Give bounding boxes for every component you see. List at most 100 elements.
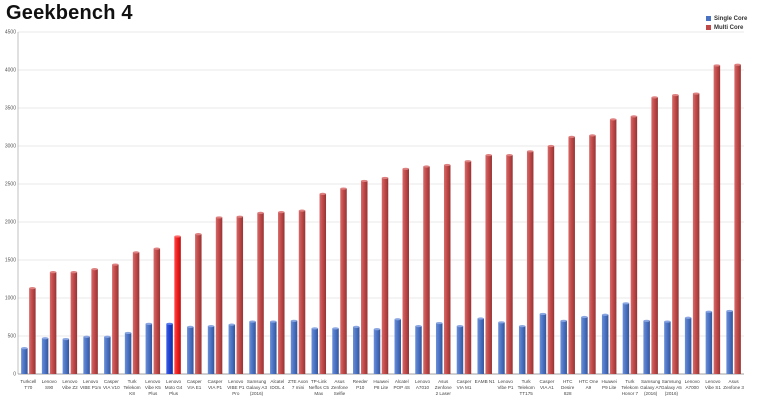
single-core-bar <box>373 329 381 374</box>
single-core-bar-cap <box>456 325 464 328</box>
single-core-bar-cap <box>228 323 236 326</box>
single-core-bar-cap <box>705 310 713 313</box>
single-core-bar <box>290 320 298 374</box>
y-tick-label: 1500 <box>5 258 16 264</box>
multi-core-bar-cap <box>195 233 202 236</box>
single-core-bar <box>726 310 733 374</box>
multi-core-bar <box>70 272 78 374</box>
multi-core-bar <box>381 177 389 374</box>
single-core-bar <box>664 321 671 374</box>
single-core-bar-cap <box>518 325 526 328</box>
single-core-bar <box>21 348 28 374</box>
x-tick-label: Turk Telekom TT175 <box>518 379 535 396</box>
multi-core-bar-cap <box>485 154 492 157</box>
multi-core-bar-cap <box>568 135 575 138</box>
multi-core-bar <box>257 212 264 374</box>
multi-core-bar-cap <box>506 154 513 157</box>
multi-core-bar-cap <box>91 268 98 271</box>
x-tick-label: HTC One A9 <box>579 379 599 390</box>
y-tick-label: 500 <box>8 334 17 340</box>
multi-core-bar <box>464 161 472 374</box>
single-core-bar <box>62 339 70 374</box>
legend-swatch-multi-core <box>706 25 711 30</box>
single-core-bar-cap <box>601 313 609 316</box>
x-tick-label: Casper VIA E1 <box>187 379 202 390</box>
x-tick-label: Huawei P9 Lite <box>602 379 617 390</box>
multi-core-bar-cap <box>70 271 78 274</box>
single-core-bar <box>581 317 588 374</box>
single-core-bar <box>41 338 49 374</box>
single-core-bar-cap <box>311 327 319 330</box>
multi-core-bar-cap <box>319 192 327 195</box>
x-tick-label: Casper VIA P1 <box>208 379 223 390</box>
multi-core-bar <box>236 216 244 374</box>
single-core-bar <box>518 326 526 374</box>
single-core-bar-cap <box>83 335 90 338</box>
multi-core-bar <box>49 272 57 374</box>
single-core-bar <box>104 336 111 374</box>
multi-core-bar-cap <box>29 287 36 290</box>
single-core-bar-cap <box>290 319 298 322</box>
single-core-bar <box>166 323 173 374</box>
x-tick-label: Lenovo Vibe Z2 <box>62 379 78 390</box>
single-core-bar-cap <box>684 316 692 319</box>
legend-item-single-core: Single Core <box>706 14 747 23</box>
multi-core-bar <box>568 136 575 374</box>
multi-core-bar <box>132 252 140 374</box>
x-tick-label: Turk Telekom Honor 7 <box>621 379 638 396</box>
single-core-bar-cap <box>581 315 588 319</box>
multi-core-bar <box>91 269 98 374</box>
multi-core-bar-cap <box>278 211 285 214</box>
multi-core-bar-cap <box>713 64 721 67</box>
single-core-bar <box>228 324 236 374</box>
single-core-bar <box>456 326 464 374</box>
multi-core-bar <box>361 180 368 374</box>
y-tick-label: 0 <box>13 372 16 378</box>
single-core-bar-cap <box>394 318 401 321</box>
single-core-bar-cap <box>353 325 360 328</box>
legend-item-multi-core: Multi Core <box>706 23 747 32</box>
single-core-bar-cap <box>21 347 28 350</box>
multi-core-bar <box>526 151 534 374</box>
multi-core-bar-cap <box>257 211 264 214</box>
single-core-bar-cap <box>435 321 443 325</box>
single-core-bar-cap <box>373 328 381 331</box>
multi-core-bar-cap <box>423 165 430 168</box>
single-core-bar-cap <box>477 317 484 320</box>
single-core-bar-cap <box>643 319 650 322</box>
single-core-bar <box>477 318 484 374</box>
multi-core-bar-cap <box>381 176 389 180</box>
single-core-bar <box>539 313 547 374</box>
x-tick-label: Asus Zenfone 2 Laser <box>435 379 452 396</box>
x-tick-label: Lenovo S90 <box>42 379 58 390</box>
multi-core-bar <box>195 234 202 374</box>
multi-core-bar <box>29 288 36 374</box>
y-tick-label: 2000 <box>5 220 16 226</box>
single-core-bar <box>705 311 713 374</box>
x-tick-label: Casper VIA M1 <box>457 379 472 390</box>
multi-core-bar-cap <box>402 167 409 170</box>
x-tick-label: Alcatel IDOL 4 <box>270 379 285 390</box>
y-tick-label: 2500 <box>5 182 16 188</box>
multi-core-bar-cap <box>215 216 223 219</box>
multi-core-bar-cap <box>589 134 596 137</box>
single-core-bar-cap <box>332 327 339 330</box>
x-tick-label: Alcatel POP 4S <box>393 379 410 390</box>
single-core-bar-cap <box>270 320 277 323</box>
x-tick-label: Reeder P10 <box>353 379 369 390</box>
single-core-bar-cap <box>207 325 215 328</box>
multi-core-bar <box>630 116 638 375</box>
x-tick-label: Samsung Galaxy A3 (2016) <box>246 379 267 396</box>
multi-core-bar-cap <box>132 251 140 254</box>
x-tick-label: ZTE Axon 7 mini <box>288 379 309 390</box>
chart-title: Geekbench 4 <box>6 2 133 24</box>
multi-core-bar-cap <box>526 150 534 153</box>
single-core-bar <box>270 321 277 374</box>
x-tick-label: Lenovo Moto G4 Plus <box>165 379 183 396</box>
x-tick-label: HTC Desire 828 <box>561 379 575 396</box>
multi-core-bar <box>734 64 741 375</box>
single-core-bar <box>124 332 132 374</box>
x-tick-label: Casper VIA A1 <box>540 379 555 390</box>
single-core-bar <box>560 320 567 374</box>
legend-label-multi-core: Multi Core <box>714 24 744 31</box>
